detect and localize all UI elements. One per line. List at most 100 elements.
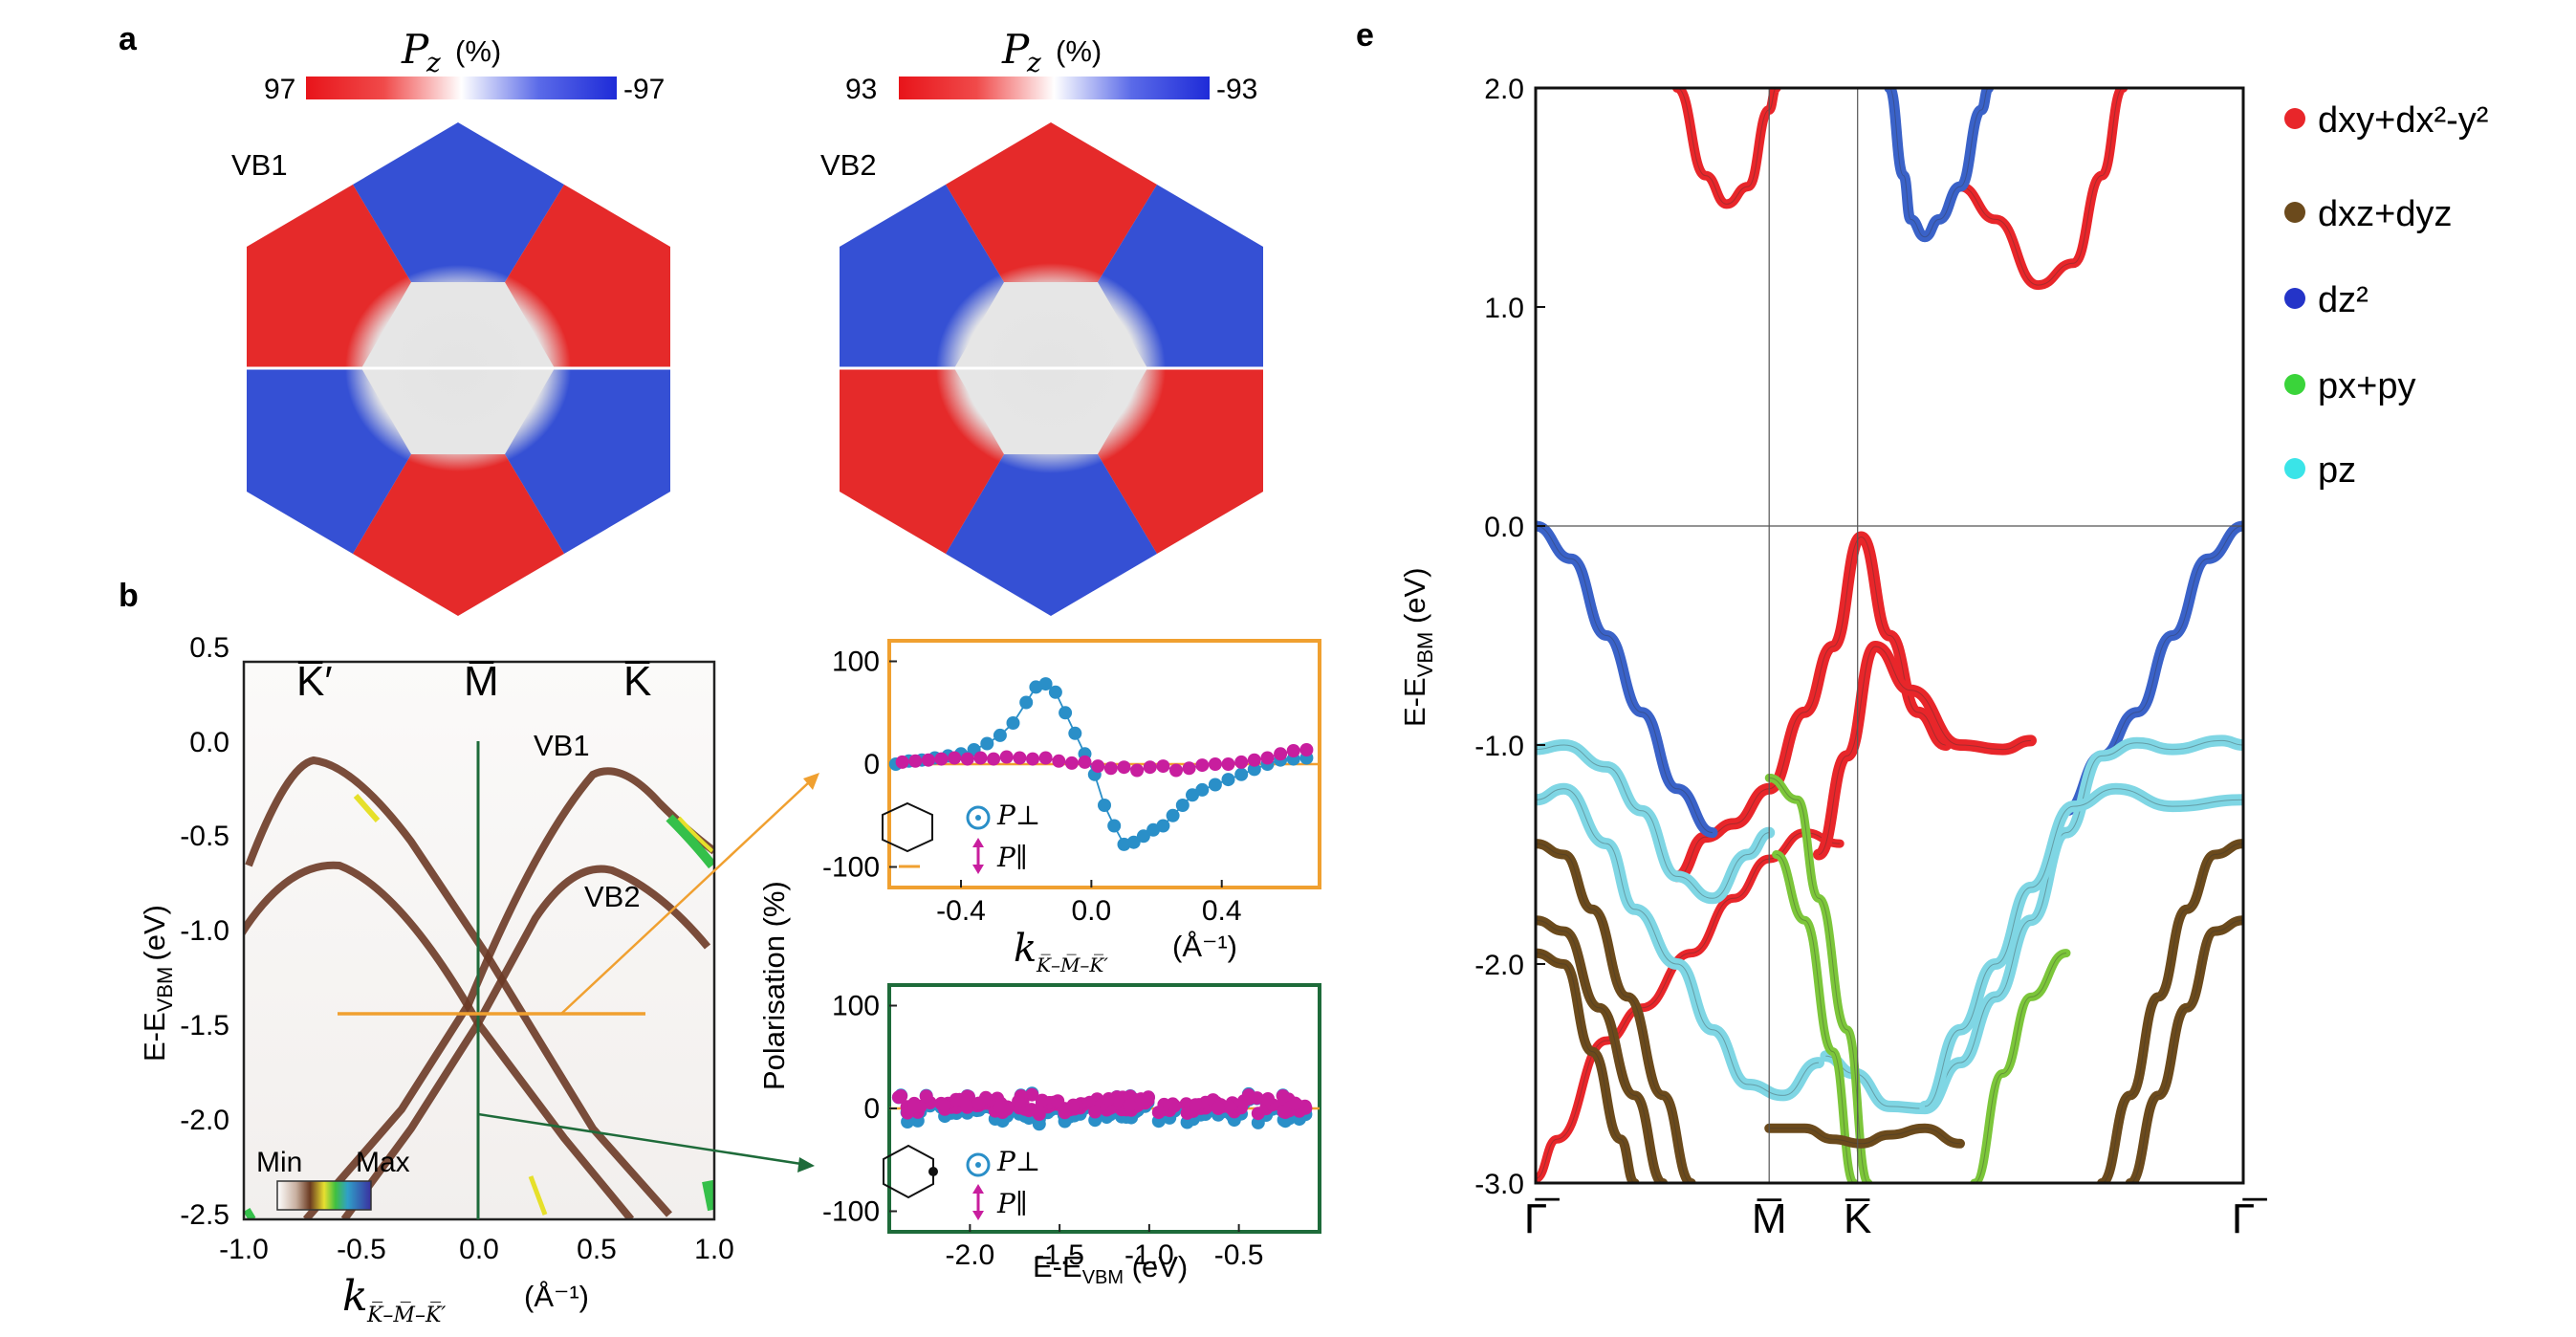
- panel-label-b: b: [119, 578, 139, 614]
- band-dxy-dx2-y2: [1671, 531, 1953, 883]
- colorbar-max: Max: [356, 1147, 410, 1178]
- hs-point-label: M̅: [1752, 1195, 1787, 1242]
- band-core-line: [1959, 88, 2124, 286]
- hs-point-label: Γ̅: [1524, 1195, 1560, 1242]
- data-point: [987, 752, 1001, 766]
- ytick-label: 100: [832, 647, 880, 678]
- data-point: [1186, 788, 1199, 802]
- xtick-label: 0.4: [1202, 895, 1242, 927]
- c-xlabel: k K̅–M̅–K̅′ (Å⁻¹): [1014, 927, 1237, 976]
- hexagon-vb2: [840, 122, 1263, 616]
- data-point: [980, 736, 994, 751]
- band-core-line: [1924, 788, 2243, 1107]
- ylabel-text: E-E: [138, 1012, 171, 1062]
- hs-point-k-prime: K̅′: [296, 658, 333, 705]
- data-point: [1208, 778, 1222, 792]
- data-point: [1234, 767, 1249, 781]
- band-pz: [1919, 782, 2243, 1112]
- band-core-line: [2101, 843, 2243, 1183]
- data-point: [1169, 763, 1183, 778]
- d-xlabel: E-EVBM (eV): [1033, 1250, 1188, 1288]
- band-core-line: [1536, 953, 1636, 1183]
- xlabel-unit: (Å⁻¹): [524, 1280, 589, 1313]
- perp-symbol-icon: [966, 1152, 991, 1177]
- data-point: [908, 754, 923, 768]
- xtick: 0.5: [577, 1234, 617, 1265]
- band-dz2: [1536, 520, 1718, 839]
- data-point: [1130, 763, 1145, 778]
- legend-marker: [2284, 108, 2305, 129]
- ytick: 0.5: [189, 632, 229, 664]
- c-xlabel-sub: K̅–M̅–K̅′: [1036, 953, 1108, 976]
- band-pz: [1536, 738, 1776, 905]
- data-point: [1019, 695, 1034, 710]
- legend-label: dz²: [2318, 280, 2369, 320]
- legend-label: pz: [2318, 450, 2356, 491]
- data-point: [1013, 751, 1027, 765]
- band-dxz-dyz: [1536, 948, 1640, 1183]
- xtick: -1.0: [219, 1234, 269, 1265]
- colorbar-min-label: -93: [1216, 74, 1257, 105]
- pz-title-unit: (%): [455, 34, 501, 68]
- colorbar-max-label: 97: [264, 74, 295, 105]
- data-point: [960, 752, 974, 766]
- hs-point-m: M̅: [464, 658, 499, 705]
- data-point: [1276, 1089, 1290, 1103]
- d-xlabel-text: E-EVBM (eV): [1033, 1250, 1188, 1288]
- ytick: -2.0: [180, 1105, 229, 1136]
- hs-point-label: K̅: [1844, 1195, 1871, 1242]
- xtick-label: -0.5: [1214, 1239, 1264, 1271]
- panel-label-a: a: [119, 21, 138, 57]
- data-point: [948, 751, 962, 765]
- xtick: 0.0: [459, 1234, 499, 1265]
- map-label-vb2: VB2: [820, 148, 877, 182]
- data-point: [1166, 808, 1180, 822]
- data-point: [934, 1096, 949, 1110]
- band-label-vb2: VB2: [584, 880, 641, 913]
- data-point: [1195, 782, 1210, 797]
- arrow-to-d: [477, 1112, 802, 1166]
- band-core-line: [1818, 646, 2032, 855]
- hexagon-vb1: [247, 122, 670, 616]
- svg-text:Polarisation (%): Polarisation (%): [757, 881, 791, 1090]
- band-core-line: [1536, 788, 1820, 1096]
- arpes-panel: K̅′ M̅ K̅ VB1 VB2 Min Max 0.5 0.0 -0.5 -…: [138, 632, 819, 1327]
- hexagon-inset-icon: [882, 801, 933, 853]
- arpes-xticks: -1.0 -0.5 0.0 0.5 1.0: [219, 1234, 734, 1265]
- data-point: [1026, 752, 1039, 766]
- data-point: [1260, 751, 1275, 765]
- data-point: [1251, 1115, 1265, 1129]
- legend-perp: P⊥: [996, 1146, 1040, 1177]
- band-label-vb1: VB1: [534, 729, 590, 762]
- pz-title-symbol: P: [401, 26, 429, 73]
- arrow-head-c: [803, 773, 819, 790]
- arpes-ylabel: E-EVBM (eV): [138, 905, 177, 1062]
- pz-title-sub: z: [1026, 47, 1041, 78]
- hs-point-label: Γ̅: [2232, 1195, 2267, 1242]
- data-point: [973, 751, 988, 765]
- d-inset-legend: P⊥ P∥: [883, 1144, 1040, 1220]
- data-point: [1111, 1091, 1125, 1106]
- polarisation-plot-c: 100 0 -100 -0.4 0.0 0.4: [822, 639, 1321, 927]
- band-px-py: [1970, 949, 2071, 1183]
- band-core-line: [1776, 854, 1855, 1183]
- arpes-yticks: 0.5 0.0 -0.5 -1.0 -1.5 -2.0 -2.5: [180, 632, 229, 1231]
- legend-label: dxy+dx²-y²: [2318, 100, 2488, 141]
- band-core-line: [2129, 919, 2243, 1183]
- band-dxy-dx2-y2: [1536, 828, 1845, 1183]
- data-point: [1274, 747, 1288, 761]
- data-point: [1234, 755, 1249, 769]
- data-point: [993, 728, 1007, 742]
- ylabel-sub: VBM: [153, 967, 177, 1013]
- band-dxz-dyz: [2097, 839, 2243, 1183]
- bands-layer: [1536, 88, 2243, 1183]
- svg-text:E-EVBM(eV): E-EVBM (eV): [138, 905, 177, 1062]
- data-point: [934, 752, 949, 766]
- ytick-label: 2.0: [1484, 74, 1524, 105]
- data-point: [1088, 1105, 1102, 1119]
- sector-blue: [353, 122, 564, 282]
- xtick-label: 0.0: [1072, 895, 1112, 927]
- map-label-vb1: VB1: [231, 148, 288, 182]
- arpes-xlabel: k K̅–M̅–K̅′ (Å⁻¹): [342, 1272, 589, 1327]
- xtick-label: -1.0: [1124, 1239, 1174, 1271]
